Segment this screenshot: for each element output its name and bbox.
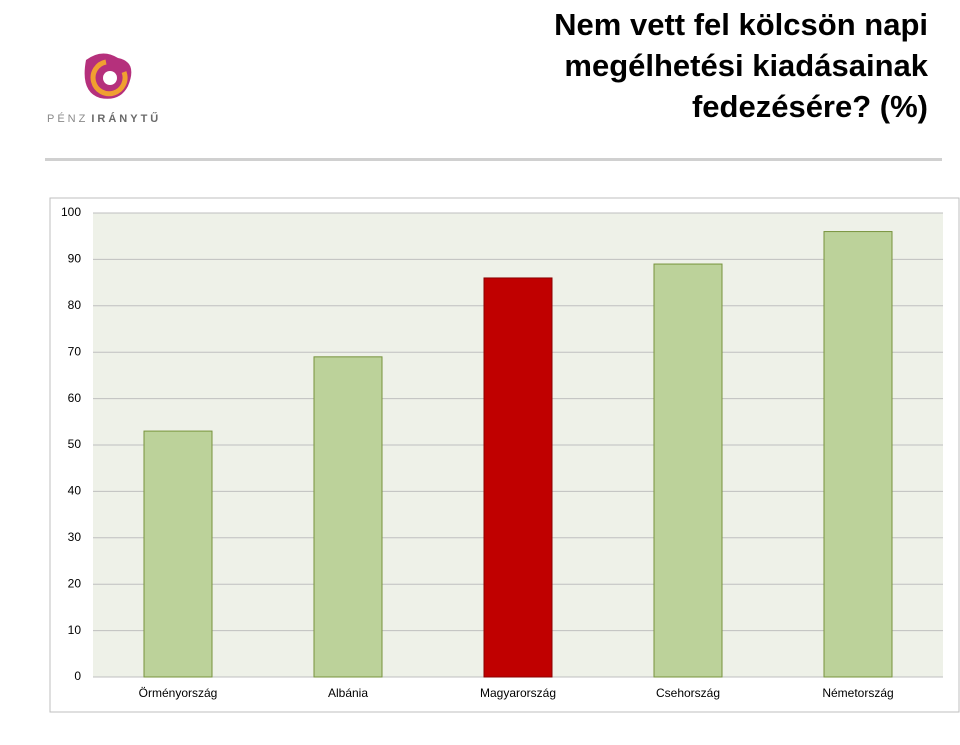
- bar: [143, 430, 213, 678]
- x-tick-label: Csehország: [656, 686, 720, 700]
- logo-arc: [90, 59, 128, 97]
- y-tick-label: 70: [68, 344, 82, 358]
- y-tick-label: 0: [74, 669, 81, 683]
- logo-text: IRÁNYTŰ: [91, 112, 161, 125]
- x-tick-label: Magyarország: [480, 686, 556, 700]
- chart-title: Nem vett fel kölcsön napi megélhetési ki…: [554, 7, 928, 124]
- bar: [823, 231, 893, 678]
- logo-text: PÉNZ: [47, 112, 88, 125]
- y-tick-label: 50: [68, 437, 82, 451]
- y-tick-label: 20: [68, 576, 82, 590]
- y-tick-label: 30: [68, 530, 82, 544]
- x-tick-label: Németország: [822, 686, 893, 700]
- y-tick-label: 60: [68, 391, 82, 405]
- y-tick-label: 10: [68, 623, 82, 637]
- bar: [653, 263, 723, 678]
- x-tick-label: Örményország: [139, 686, 218, 700]
- separator: [45, 158, 942, 161]
- y-tick-label: 90: [68, 252, 82, 266]
- x-tick-label: Albánia: [328, 686, 368, 700]
- bar: [313, 356, 383, 678]
- logo-dot: [103, 71, 117, 85]
- y-tick-label: 100: [61, 205, 81, 219]
- y-tick-label: 80: [68, 298, 82, 312]
- logo: PÉNZ IRÁNYTŰ: [47, 53, 161, 125]
- y-tick-label: 40: [68, 484, 82, 498]
- bar: [483, 277, 553, 678]
